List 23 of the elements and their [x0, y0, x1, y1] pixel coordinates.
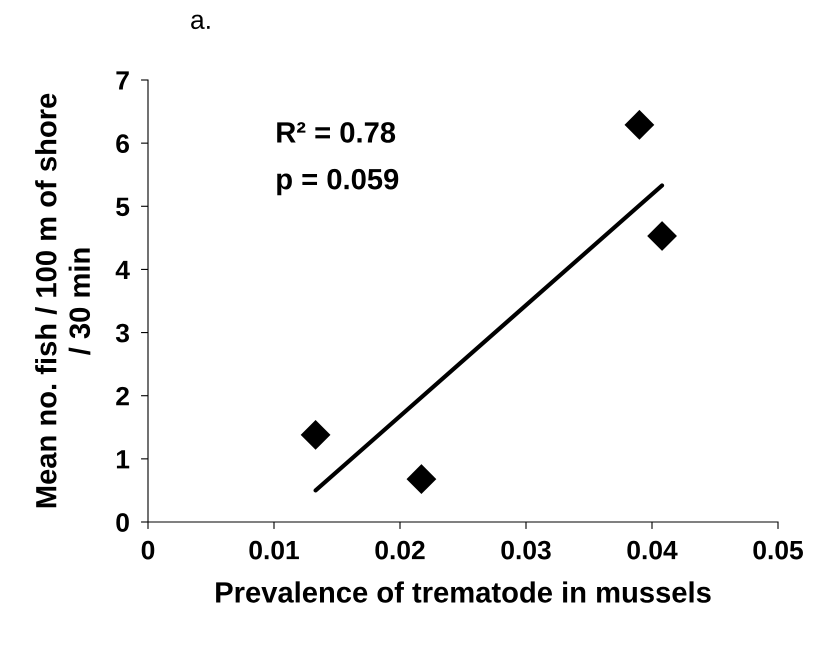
- x-axis-title: Prevalence of trematode in mussels: [216, 581, 711, 603]
- x-tick-label: 0.02: [375, 540, 425, 560]
- x-tick-label: 0.03: [501, 540, 551, 560]
- y-tick-label: 7: [116, 71, 129, 90]
- y-tick-label: 5: [116, 198, 130, 216]
- y-tick-label: 3: [116, 324, 129, 342]
- x-tick-label: 0: [142, 540, 154, 560]
- point: [647, 221, 677, 251]
- x-tick-label: 0.01: [249, 540, 299, 560]
- x-tick-label: 0.05: [753, 540, 803, 560]
- point: [624, 110, 654, 140]
- annotation: p = 0.059: [277, 168, 398, 196]
- point: [406, 464, 436, 494]
- annotation: R² = 0.78: [277, 122, 396, 143]
- y-tick-label: 2: [116, 386, 129, 406]
- y-tick-label: 6: [116, 134, 129, 153]
- text: a.: [191, 14, 210, 30]
- y-tick-label: 0: [116, 513, 129, 532]
- y-tick-label: 4: [116, 260, 130, 279]
- y-axis-title: Mean no. fish / 100 m of shore / 30 min: [35, 94, 90, 508]
- point: [300, 420, 330, 450]
- x-tick-label: 0.04: [627, 540, 678, 560]
- y-tick-label: 1: [116, 450, 130, 468]
